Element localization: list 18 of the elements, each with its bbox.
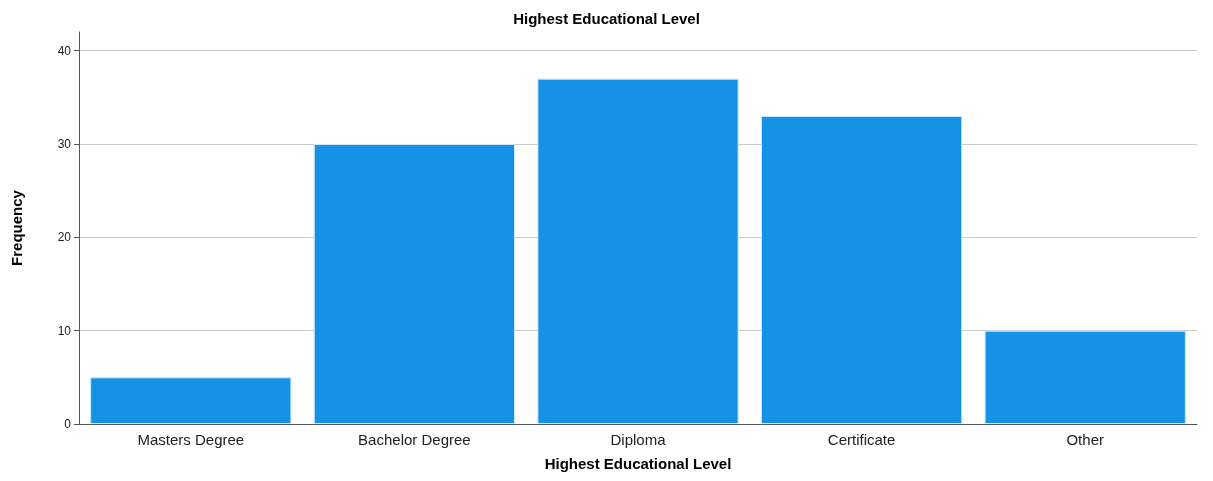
x-tick-label: Certificate bbox=[827, 431, 896, 448]
y-tick-label: 30 bbox=[57, 137, 72, 151]
x-axis-title: Highest Educational Level bbox=[544, 455, 732, 472]
bar bbox=[537, 78, 739, 424]
bar bbox=[984, 330, 1186, 424]
chart-title: Highest Educational Level bbox=[513, 10, 700, 27]
x-tick-label: Masters Degree bbox=[137, 431, 245, 448]
y-tick-label: 0 bbox=[64, 417, 72, 431]
bar bbox=[760, 116, 963, 424]
x-tick-label: Diploma bbox=[610, 431, 667, 448]
y-tick-label: 10 bbox=[57, 323, 72, 338]
x-tick-label: Bachelor Degree bbox=[358, 431, 471, 448]
y-tick-label: 40 bbox=[57, 43, 72, 58]
y-axis-title: Frequency bbox=[8, 189, 25, 266]
x-tick-label: Other bbox=[1066, 431, 1104, 448]
y-tick-label: 20 bbox=[57, 230, 72, 245]
bar bbox=[313, 144, 516, 424]
bar bbox=[90, 377, 292, 424]
